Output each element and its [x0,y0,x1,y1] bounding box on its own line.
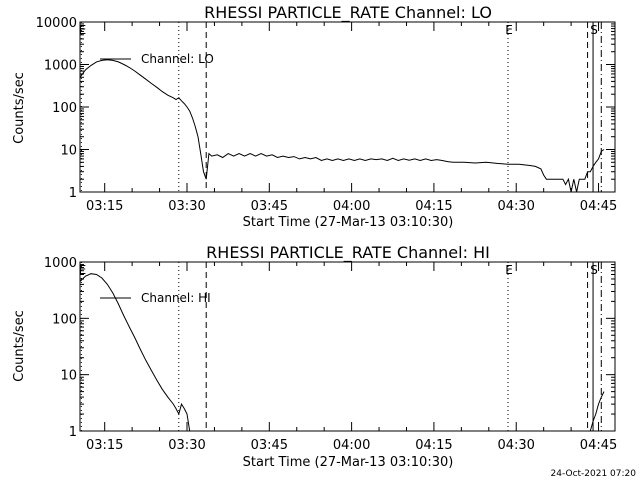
y-tick-label: 100 [52,101,77,116]
y-tick-label: 1000 [44,59,77,74]
y-tick-label: 10000 [36,16,77,31]
x-tick-label: 03:30 [168,199,205,214]
y-axis-label: Counts/sec [12,310,27,382]
legend-label: Channel: LO [141,52,214,66]
legend: Channel: HI [100,291,211,305]
y-tick-label: 1 [69,425,77,440]
legend: Channel: LO [100,52,214,66]
y-tick-label: 10 [60,369,77,384]
event-marker-label: E [505,263,513,277]
event-marker-label: S [590,263,598,277]
x-tick-label: 03:15 [86,199,123,214]
x-tick-label: 04:15 [415,199,452,214]
event-marker-label: S [590,23,598,37]
event-marker-label: E [79,263,87,277]
x-tick-label: 04:45 [580,199,617,214]
event-marker-label: E [505,23,513,37]
panel-hi: RHESSI PARTICLE_RATE Channel: HI E E S 1 10… [12,243,617,470]
series-line [79,59,605,193]
y-axis-label: Counts/sec [12,72,27,144]
x-tick-label: 03:15 [86,438,123,453]
y-tick-label: 1000 [44,256,77,271]
legend-label: Channel: HI [141,291,211,305]
panel-lo: RHESSI PARTICLE_RATE Channel: LO E E S 1 10… [12,3,617,230]
y-tick-label: 1 [69,186,77,201]
chart-title: RHESSI PARTICLE_RATE Channel: LO [204,3,492,23]
x-axis-label: Start Time (27-Mar-13 03:10:30) [243,215,454,230]
series-line [589,391,605,432]
x-tick-label: 03:45 [251,199,288,214]
plot-frame [79,261,616,432]
x-tick-label: 04:30 [497,199,534,214]
x-tick-label: 03:30 [168,438,205,453]
chart-title: RHESSI PARTICLE_RATE Channel: HI [206,243,490,263]
series-line [79,273,191,432]
x-axis-label: Start Time (27-Mar-13 03:10:30) [243,455,454,470]
y-tick-label: 100 [52,312,77,327]
x-tick-label: 03:45 [251,438,288,453]
x-tick-label: 04:45 [580,438,617,453]
x-tick-label: 04:00 [333,438,370,453]
footer-timestamp: 24-Oct-2021 07:20 [551,469,637,479]
event-marker-label: E [79,23,87,37]
x-tick-label: 04:00 [333,199,370,214]
x-tick-label: 04:15 [415,438,452,453]
y-tick-label: 10 [60,144,77,159]
x-tick-label: 04:30 [497,438,534,453]
